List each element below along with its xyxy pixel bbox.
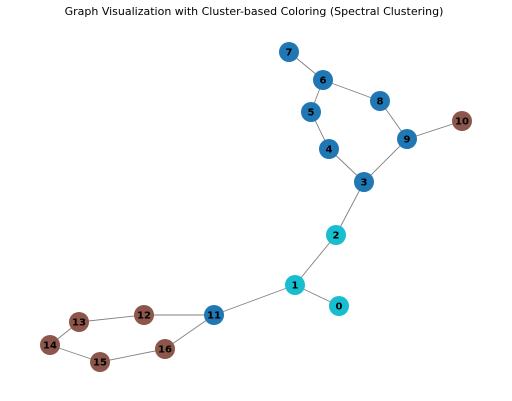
node-label-16: 16 xyxy=(158,345,172,356)
node-0: 0 xyxy=(329,296,349,316)
node-circle-6 xyxy=(313,70,333,90)
node-label-1: 1 xyxy=(292,281,299,292)
node-6: 6 xyxy=(313,70,333,90)
node-label-0: 0 xyxy=(336,302,343,313)
node-10: 10 xyxy=(452,111,472,131)
node-circle-14 xyxy=(40,335,60,355)
edge-1-11 xyxy=(213,284,296,316)
node-circle-15 xyxy=(90,352,110,372)
node-label-8: 8 xyxy=(377,97,384,108)
node-circle-13 xyxy=(69,312,89,332)
node-label-13: 13 xyxy=(72,318,86,329)
node-label-15: 15 xyxy=(93,358,107,369)
node-13: 13 xyxy=(69,312,89,332)
node-14: 14 xyxy=(40,335,60,355)
node-4: 4 xyxy=(319,139,339,159)
node-circle-4 xyxy=(319,139,339,159)
node-circle-9 xyxy=(397,129,417,149)
figure-title: Graph Visualization with Cluster-based C… xyxy=(65,5,444,18)
edge-6-8 xyxy=(322,79,381,102)
node-circle-0 xyxy=(329,296,349,316)
node-label-6: 6 xyxy=(320,76,327,87)
node-2: 2 xyxy=(326,225,346,245)
edge-1-2 xyxy=(294,234,337,286)
node-1: 1 xyxy=(285,275,305,295)
node-label-14: 14 xyxy=(43,341,57,352)
node-circle-7 xyxy=(279,42,299,62)
node-5: 5 xyxy=(301,102,321,122)
node-circle-2 xyxy=(326,225,346,245)
node-9: 9 xyxy=(397,129,417,149)
node-label-7: 7 xyxy=(286,48,293,59)
node-label-3: 3 xyxy=(361,178,368,189)
node-label-10: 10 xyxy=(455,117,469,128)
node-circle-3 xyxy=(354,172,374,192)
node-circle-5 xyxy=(301,102,321,122)
node-circle-16 xyxy=(155,339,175,359)
edge-9-3 xyxy=(363,138,408,183)
node-11: 11 xyxy=(204,305,224,325)
edge-15-16 xyxy=(99,348,166,363)
node-circle-8 xyxy=(370,91,390,111)
node-circle-10 xyxy=(452,111,472,131)
edge-12-13 xyxy=(78,314,145,323)
node-label-11: 11 xyxy=(207,311,221,322)
node-circle-12 xyxy=(134,305,154,325)
node-12: 12 xyxy=(134,305,154,325)
node-circle-11 xyxy=(204,305,224,325)
node-16: 16 xyxy=(155,339,175,359)
node-15: 15 xyxy=(90,352,110,372)
node-label-4: 4 xyxy=(326,145,333,156)
node-circle-1 xyxy=(285,275,305,295)
node-label-2: 2 xyxy=(333,231,340,242)
node-label-5: 5 xyxy=(308,108,315,119)
node-8: 8 xyxy=(370,91,390,111)
node-7: 7 xyxy=(279,42,299,62)
node-3: 3 xyxy=(354,172,374,192)
node-label-12: 12 xyxy=(137,311,151,322)
node-label-9: 9 xyxy=(404,135,411,146)
